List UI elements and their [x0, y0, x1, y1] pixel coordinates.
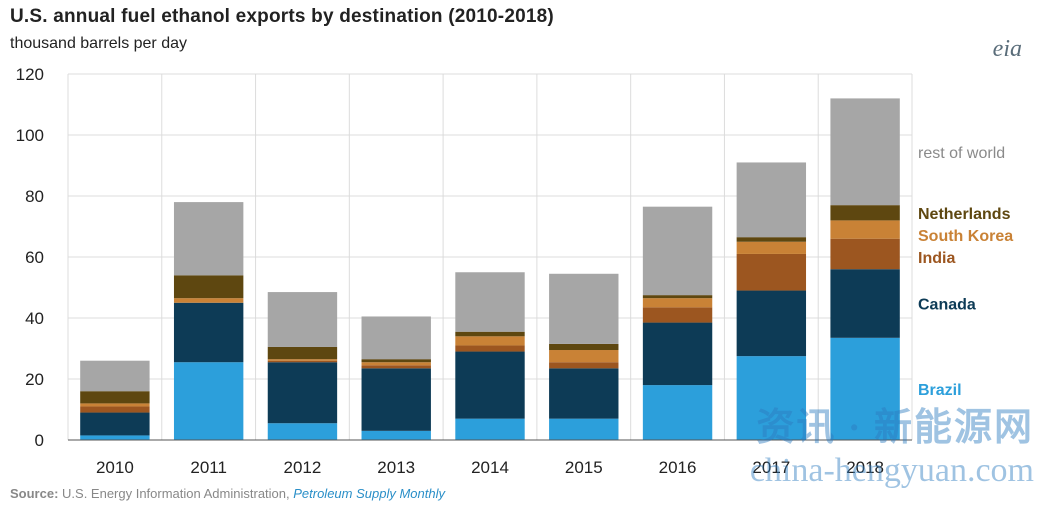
bar-segment [267, 292, 338, 347]
bar-segment [455, 331, 525, 337]
bar-segment [455, 345, 525, 352]
bar-segment [830, 337, 900, 440]
bar-segment [361, 368, 431, 431]
x-tick-label: 2011 [190, 458, 227, 477]
legend-label: India [918, 250, 955, 267]
bar-segment [736, 253, 807, 291]
bar-segment [173, 302, 244, 363]
bar-segment [736, 237, 807, 242]
bar-segment [736, 356, 807, 440]
bar-segment [361, 362, 431, 366]
eia-logo: eia [992, 36, 1022, 62]
bar-segment [80, 412, 150, 436]
bar-segment [830, 220, 900, 239]
bar-segment [361, 359, 431, 363]
legend-label: Canada [918, 297, 976, 314]
bar-segment [642, 385, 713, 440]
y-tick-label: 100 [16, 126, 44, 145]
bar-segment [549, 362, 619, 369]
bar-segment [642, 295, 713, 299]
bar-segment [173, 275, 244, 299]
bar-segment [830, 269, 900, 338]
y-tick-label: 80 [25, 187, 44, 206]
bar-segment [549, 368, 619, 419]
bar-segment [830, 205, 900, 221]
bar-segment [455, 336, 525, 346]
bar-segment [455, 418, 525, 440]
x-tick-label: 2010 [96, 458, 134, 477]
y-tick-label: 120 [16, 65, 44, 84]
bar-segment [267, 362, 338, 424]
bar-segment [173, 202, 244, 276]
bar-segment [173, 362, 244, 440]
bar-segment [267, 346, 338, 360]
legend-label: Brazil [918, 382, 962, 399]
source-text: U.S. Energy Information Administration, [58, 486, 294, 501]
bar-segment [361, 430, 431, 440]
bar-segment [455, 272, 525, 332]
bar-segment [830, 238, 900, 270]
bar-segment [549, 350, 619, 363]
legend-label: Netherlands [918, 206, 1011, 223]
legend-label: South Korea [918, 228, 1013, 245]
bar-segment [80, 406, 150, 413]
x-tick-label: 2018 [846, 458, 884, 477]
bar-segment [173, 298, 244, 303]
bar-segment [736, 162, 807, 238]
x-tick-label: 2017 [752, 458, 790, 477]
legend-label: rest of world [918, 145, 1005, 162]
bar-segment [830, 98, 900, 206]
watermark-url: china-hengyuan.com [749, 452, 1034, 489]
source-publication: Petroleum Supply Monthly [293, 486, 445, 501]
bar-segment [736, 241, 807, 254]
bar-segment [361, 365, 431, 369]
y-tick-label: 0 [35, 431, 44, 450]
bar-segment [642, 298, 713, 308]
bar-segment [80, 391, 150, 404]
x-tick-label: 2013 [377, 458, 415, 477]
y-tick-label: 40 [25, 309, 44, 328]
bar-segment [549, 273, 619, 344]
bar-segment [361, 316, 431, 360]
bar-segment [736, 290, 807, 357]
bar-segment [549, 343, 619, 351]
bar-segment [80, 403, 150, 407]
bar-segment [267, 359, 338, 361]
y-tick-label: 20 [25, 370, 44, 389]
bar-segment [267, 360, 338, 363]
watermark-chinese: 资讯 · 新能源网 [756, 407, 1034, 449]
bar-segment [642, 322, 713, 386]
chart-subtitle: thousand barrels per day [10, 35, 187, 52]
bar-segment [642, 307, 713, 323]
x-tick-label: 2014 [471, 458, 509, 477]
x-tick-label: 2012 [284, 458, 322, 477]
y-tick-label: 60 [25, 248, 44, 267]
chart-title: U.S. annual fuel ethanol exports by dest… [10, 6, 554, 27]
x-tick-label: 2016 [659, 458, 697, 477]
x-tick-label: 2015 [565, 458, 603, 477]
bar-segment [549, 418, 619, 440]
bar-segment [80, 435, 150, 440]
bar-segment [642, 206, 713, 296]
bar-segment [455, 351, 525, 419]
chart-source: Source: U.S. Energy Information Administ… [10, 486, 445, 501]
source-label: Source: [10, 486, 59, 501]
bar-segment [80, 360, 150, 392]
bar-segment [267, 423, 338, 440]
